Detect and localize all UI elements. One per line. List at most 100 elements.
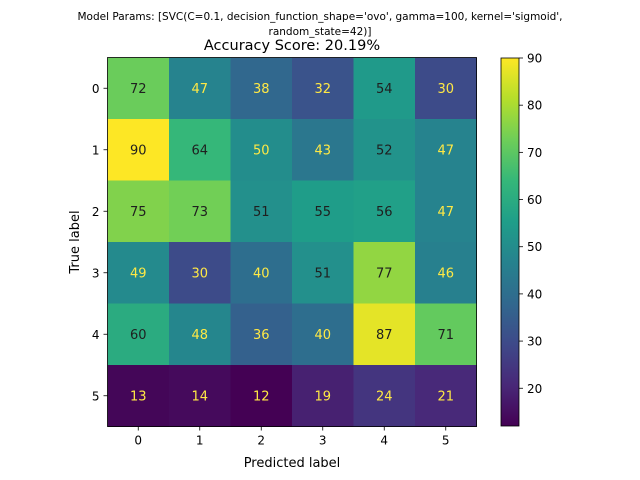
- x-axis-ticks: 0 1 2 3 4 5: [134, 426, 450, 448]
- cell-label-r0-c0: 72: [130, 82, 147, 97]
- heatmap-cell-r3-c5: [415, 242, 477, 304]
- heatmap-cell-r2-c1: [169, 180, 231, 243]
- colorbar-tick-label-1: 30: [527, 335, 542, 349]
- cell-label-r5-c1: 14: [191, 389, 208, 404]
- colorbar-tick-label-7: 90: [527, 52, 542, 66]
- heatmap-cell-r2-c5: [415, 180, 477, 243]
- heatmap-cell-r3-c2: [230, 242, 293, 304]
- cell-label-r1-c1: 64: [191, 143, 208, 158]
- cell-label-r3-c4: 77: [376, 266, 393, 281]
- cell-label-r4-c4: 87: [376, 328, 393, 343]
- cell-label-r1-c0: 90: [130, 143, 147, 158]
- cell-label-r0-c5: 30: [437, 82, 454, 97]
- heatmap-cell-r1-c5: [415, 119, 477, 181]
- colorbar-tick-label-6: 80: [527, 99, 542, 113]
- colorbar-ticks: 20 30 40 50 60 70 80 90: [519, 52, 542, 396]
- heatmap-cell-r0-c5: [415, 57, 477, 120]
- cell-label-r2-c5: 47: [437, 205, 454, 220]
- cell-label-r5-c3: 19: [314, 389, 331, 404]
- cell-label-r4-c0: 60: [130, 328, 147, 343]
- cell-label-r5-c5: 21: [437, 389, 454, 404]
- cell-label-r3-c5: 46: [437, 266, 454, 281]
- heatmap-cell-r3-c3: [292, 242, 354, 304]
- x-tick-label-1: 1: [196, 434, 204, 448]
- cell-label-r4-c1: 48: [191, 328, 208, 343]
- heatmap-cell-r0-c0: [107, 57, 170, 120]
- colorbar-tick-label-0: 20: [527, 382, 542, 396]
- heatmap-cell-r2-c3: [292, 180, 354, 243]
- heatmap-cell-r2-c0: [107, 180, 170, 243]
- colorbar: 20 30 40 50 60 70 80 90: [500, 52, 542, 427]
- cell-label-r2-c4: 56: [376, 205, 393, 220]
- cell-label-r1-c5: 47: [437, 143, 454, 158]
- cell-label-r3-c2: 40: [253, 266, 270, 281]
- heatmap-cell-r0-c3: [292, 57, 354, 120]
- cell-label-r0-c1: 47: [191, 82, 208, 97]
- plot-frame: [107, 57, 477, 427]
- heatmap-cell-r5-c1: [169, 365, 231, 427]
- y-tick-label-5: 5: [92, 389, 100, 403]
- heatmap-cell-r0-c2: [230, 57, 293, 120]
- chart-title: Accuracy Score: 20.19%: [204, 38, 380, 54]
- cell-label-r3-c1: 30: [191, 266, 208, 281]
- heatmap-cell-r1-c3: [292, 119, 354, 181]
- colorbar-tick-label-4: 60: [527, 193, 542, 207]
- heatmap-cell-r5-c3: [292, 365, 354, 427]
- suptitle-line-1: Model Params: [SVC(C=0.1, decision_funct…: [77, 11, 562, 23]
- x-tick-label-5: 5: [442, 434, 450, 448]
- cell-label-r1-c3: 43: [314, 143, 331, 158]
- y-tick-label-1: 1: [92, 143, 100, 157]
- heatmap-cell-r0-c4: [353, 57, 416, 120]
- colorbar-tick-label-2: 40: [527, 287, 542, 301]
- heatmap-cell-r1-c0: [107, 119, 170, 181]
- cell-label-r0-c3: 32: [314, 82, 331, 97]
- y-tick-label-2: 2: [92, 205, 100, 219]
- y-axis-ticks: 0 1 2 3 4 5: [92, 82, 108, 403]
- x-tick-label-0: 0: [134, 434, 142, 448]
- cell-label-r4-c5: 71: [437, 328, 454, 343]
- cell-label-r2-c0: 75: [130, 205, 147, 220]
- x-tick-label-2: 2: [257, 434, 265, 448]
- heatmap-cell-r4-c1: [169, 303, 231, 366]
- heatmap-cells: [107, 57, 477, 427]
- heatmap-cell-r2-c2: [230, 180, 293, 243]
- heatmap-cell-r2-c4: [353, 180, 416, 243]
- heatmap-cell-r4-c3: [292, 303, 354, 366]
- cell-label-r0-c4: 54: [376, 82, 393, 97]
- x-tick-label-4: 4: [380, 434, 388, 448]
- cell-label-r5-c2: 12: [253, 389, 270, 404]
- cell-label-r1-c4: 52: [376, 143, 393, 158]
- y-tick-label-0: 0: [92, 82, 100, 96]
- y-tick-label-3: 3: [92, 266, 100, 280]
- heatmap-cell-r5-c4: [353, 365, 416, 427]
- heatmap-cell-r4-c2: [230, 303, 293, 366]
- heatmap-cell-r5-c2: [230, 365, 293, 427]
- cell-label-r5-c4: 24: [376, 389, 393, 404]
- heatmap-cell-r4-c5: [415, 303, 477, 366]
- cell-label-r2-c3: 55: [314, 205, 331, 220]
- heatmap-cell-r3-c0: [107, 242, 170, 304]
- y-axis-label: True label: [68, 210, 83, 274]
- heatmap-cell-r5-c0: [107, 365, 170, 427]
- cell-label-r4-c2: 36: [253, 328, 270, 343]
- colorbar-gradient: [501, 58, 519, 426]
- colorbar-tick-label-5: 70: [527, 146, 542, 160]
- heatmap-cell-r3-c1: [169, 242, 231, 304]
- heatmap-cell-r1-c2: [230, 119, 293, 181]
- y-tick-label-4: 4: [92, 328, 100, 342]
- heatmap-cell-r4-c4: [353, 303, 416, 366]
- colorbar-frame: [500, 57, 520, 427]
- cell-label-r2-c2: 51: [253, 205, 270, 220]
- x-axis-label: Predicted label: [244, 456, 341, 471]
- colorbar-tick-label-3: 50: [527, 240, 542, 254]
- cell-value-labels: 72 47 38 32 54 30 90 64 50 43 52 47 75 73 51 55 56 47 49 30…: [130, 82, 454, 405]
- cell-label-r1-c2: 50: [253, 143, 270, 158]
- cell-label-r4-c3: 40: [314, 328, 331, 343]
- cell-label-r3-c0: 49: [130, 266, 147, 281]
- x-tick-label-3: 3: [319, 434, 327, 448]
- heatmap-cell-r1-c1: [169, 119, 231, 181]
- suptitle-line-2: random_state=42)]: [269, 26, 372, 38]
- heatmap-cell-r1-c4: [353, 119, 416, 181]
